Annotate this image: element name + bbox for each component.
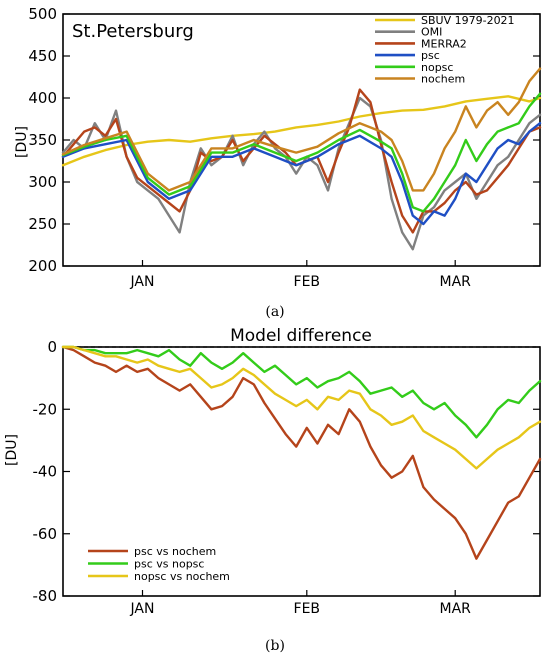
legend-label: psc: [421, 49, 440, 62]
month-labels-a: JAN FEB MAR: [130, 260, 472, 290]
y-tick-label: 300: [28, 173, 57, 191]
caption-a: (a): [265, 304, 284, 320]
legend-label: MERRA2: [421, 37, 467, 50]
y-axis-label-b: [DU]: [4, 434, 20, 466]
month-labels-b: JAN FEB MAR: [130, 590, 472, 617]
y-tick-label: 0: [47, 338, 57, 356]
legend-label: nopsc vs nochem: [134, 570, 230, 583]
legend-label: psc vs nochem: [134, 545, 216, 558]
x-tick-label: JAN: [130, 601, 155, 617]
y-tick-label: -40: [33, 463, 58, 481]
legend-label: psc vs nopsc: [134, 558, 204, 571]
series-group-a: [61, 67, 542, 251]
x-tick-label: JAN: [130, 274, 155, 290]
y-tick-label: -20: [33, 400, 58, 418]
panel-a: St.Petersburg [DU] 200 250 300 350 400 450 500…: [14, 5, 542, 320]
y-ticks-b: -80 -60 -40 -20 0: [33, 338, 540, 605]
series-line-psc: [61, 121, 542, 226]
caption-b: (b): [265, 638, 285, 654]
chart-title-a: St.Petersburg: [72, 21, 194, 42]
y-tick-label: 450: [28, 47, 57, 65]
series-group-b: [61, 345, 542, 560]
legend-label: OMI: [421, 26, 442, 39]
series-line-nochem: [61, 67, 542, 192]
x-tick-label: FEB: [294, 274, 321, 290]
series-line-omi: [61, 96, 542, 251]
legend-label: nochem: [421, 73, 465, 86]
y-tick-label: 350: [28, 131, 57, 149]
series-line-nopsc: [61, 92, 542, 213]
series-line-nopsc-vs-nochem: [61, 345, 542, 470]
legend-label: nopsc: [421, 61, 453, 74]
x-tick-label: MAR: [440, 274, 472, 290]
chart-title-b: Model difference: [230, 326, 372, 346]
y-tick-label: -60: [33, 525, 58, 543]
series-line-psc-vs-nopsc: [61, 345, 542, 439]
y-tick-label: -80: [33, 587, 58, 605]
y-tick-label: 400: [28, 89, 57, 107]
series-line-psc-vs-nochem: [61, 345, 542, 560]
y-tick-label: 250: [28, 215, 57, 233]
y-tick-label: 500: [28, 5, 57, 23]
y-tick-label: 200: [28, 257, 57, 275]
x-tick-label: FEB: [294, 601, 321, 617]
series-line-sbuv-1979-2021: [61, 95, 542, 167]
panel-b: Model difference [DU] -80 -60 -40 -20 0 JAN F…: [4, 326, 542, 654]
x-tick-label: MAR: [440, 601, 472, 617]
y-axis-label-a: [DU]: [14, 126, 30, 158]
plot-frame-a: [62, 13, 541, 267]
legend-label: SBUV 1979-2021: [421, 14, 515, 27]
y-ticks-a: 200 250 300 350 400 450 500: [28, 5, 540, 275]
